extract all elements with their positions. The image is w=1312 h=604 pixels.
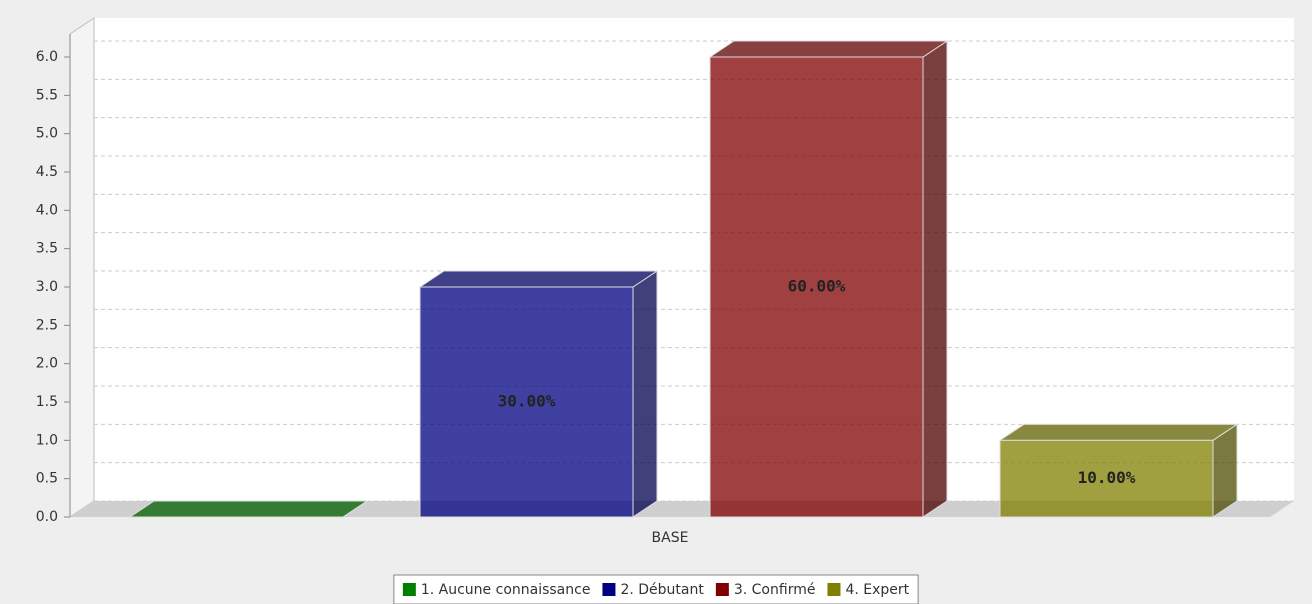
legend-swatch bbox=[827, 583, 841, 596]
bar-top bbox=[708, 40, 949, 58]
y-tick-label: 1.5 bbox=[36, 394, 58, 410]
y-tick-label: 4.0 bbox=[36, 202, 58, 218]
back-wall bbox=[94, 18, 1294, 501]
y-tick-label: 3.0 bbox=[36, 279, 58, 295]
y-tick-label: 4.5 bbox=[36, 164, 58, 180]
y-tick-label: 2.0 bbox=[36, 356, 58, 372]
bars: 30.00% 60.00% 10.00% bbox=[128, 40, 1239, 518]
y-tick-label: 1.0 bbox=[36, 432, 58, 448]
y-tick-label: 0.0 bbox=[36, 509, 58, 525]
bar: 30.00% bbox=[418, 270, 659, 518]
y-tick-label: 6.0 bbox=[36, 49, 58, 65]
bar-top bbox=[128, 500, 369, 518]
y-tick-label: 2.5 bbox=[36, 317, 58, 333]
legend-label: 2. Débutant bbox=[620, 582, 704, 598]
y-tick-label: 5.5 bbox=[36, 87, 58, 103]
bar: 10.00% bbox=[998, 423, 1239, 518]
legend-label: 1. Aucune connaissance bbox=[421, 582, 591, 598]
y-tick-label: 5.0 bbox=[36, 126, 58, 142]
legend-swatch bbox=[715, 583, 729, 596]
value-label: 60.00% bbox=[788, 277, 846, 296]
y-tick-label: 3.5 bbox=[36, 241, 58, 257]
floor bbox=[70, 501, 1294, 517]
value-label: 30.00% bbox=[498, 392, 556, 411]
legend-swatch bbox=[402, 583, 416, 596]
value-label: 10.00% bbox=[1078, 468, 1136, 487]
bar-top bbox=[998, 423, 1239, 441]
y-tick-label: 0.5 bbox=[36, 471, 58, 487]
x-tick-label: BASE bbox=[652, 530, 689, 546]
legend-swatch bbox=[602, 583, 616, 596]
bar-top bbox=[418, 270, 659, 288]
bar-side bbox=[632, 270, 658, 518]
bar-side bbox=[922, 40, 948, 518]
bar bbox=[128, 500, 369, 518]
bar-front bbox=[999, 439, 1214, 518]
bar: 60.00% bbox=[708, 40, 949, 518]
legend-label: 4. Expert bbox=[845, 582, 909, 598]
bar-front bbox=[419, 286, 634, 518]
bar-front bbox=[709, 56, 924, 518]
left-wall bbox=[69, 17, 95, 518]
legend-items: 1. Aucune connaissance 2. Débutant 3. Conf… bbox=[402, 582, 910, 598]
legend-label: 3. Confirmé bbox=[734, 582, 816, 598]
